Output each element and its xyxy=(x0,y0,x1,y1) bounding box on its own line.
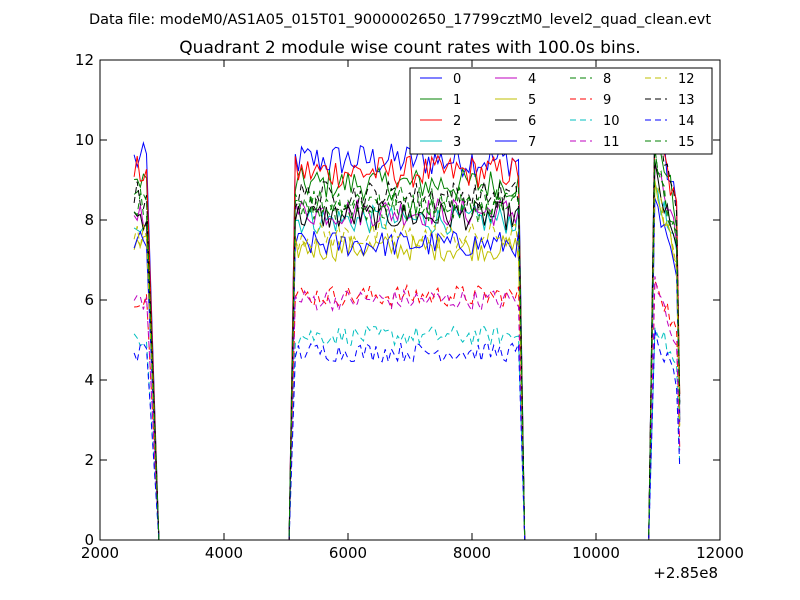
y-tick-label: 6 xyxy=(84,291,94,309)
chart-title: Quadrant 2 module wise count rates with … xyxy=(179,38,640,58)
series-line-5 xyxy=(133,180,681,540)
legend-label-3: 3 xyxy=(453,135,461,150)
legend-frame xyxy=(409,67,713,155)
chart-suptitle: Data file: modeM0/AS1A05_015T01_90000026… xyxy=(89,12,711,28)
legend-label-6: 6 xyxy=(528,114,536,129)
series-line-8 xyxy=(133,147,681,540)
series-line-2 xyxy=(133,120,681,540)
series-line-1 xyxy=(134,117,681,540)
legend-label-9: 9 xyxy=(603,93,611,108)
series-line-4 xyxy=(133,165,681,540)
x-tick-label: 4000 xyxy=(205,544,243,562)
y-tick-label: 4 xyxy=(84,371,94,389)
series-line-9 xyxy=(134,280,681,540)
y-tick-label: 12 xyxy=(75,51,94,69)
y-tick-label: 10 xyxy=(75,131,94,149)
x-tick-label: 2000 xyxy=(81,544,119,562)
legend-label-10: 10 xyxy=(603,114,620,129)
series-line-13 xyxy=(133,122,681,540)
y-tick-label: 0 xyxy=(84,531,94,549)
series-line-11 xyxy=(133,276,681,540)
series-line-7 xyxy=(133,198,681,540)
legend-label-5: 5 xyxy=(528,93,536,108)
legend-label-11: 11 xyxy=(603,135,620,150)
legend-label-14: 14 xyxy=(678,114,695,129)
x-tick-label: 10000 xyxy=(572,544,620,562)
legend-label-8: 8 xyxy=(603,72,611,87)
legend-label-4: 4 xyxy=(528,72,536,87)
x-tick-label: 8000 xyxy=(453,544,491,562)
x-offset-label: +2.85e8 xyxy=(653,564,718,582)
series-line-0 xyxy=(133,110,681,540)
series-line-3 xyxy=(133,182,681,540)
series-line-15 xyxy=(133,148,681,540)
y-tick-label: 8 xyxy=(84,211,94,229)
legend-label-7: 7 xyxy=(528,135,536,150)
legend-label-0: 0 xyxy=(453,72,461,87)
legend-label-12: 12 xyxy=(678,72,695,87)
series-line-6 xyxy=(133,160,681,540)
x-tick-label: 12000 xyxy=(696,544,744,562)
series-line-14 xyxy=(133,329,681,540)
y-tick-label: 2 xyxy=(84,451,94,469)
series-line-12 xyxy=(133,185,681,540)
legend-label-2: 2 xyxy=(453,114,461,129)
legend-label-13: 13 xyxy=(678,93,695,108)
x-tick-label: 6000 xyxy=(329,544,367,562)
series-line-10 xyxy=(133,324,681,540)
legend-label-15: 15 xyxy=(678,135,695,150)
legend-label-1: 1 xyxy=(453,93,461,108)
series-layer xyxy=(133,110,681,540)
